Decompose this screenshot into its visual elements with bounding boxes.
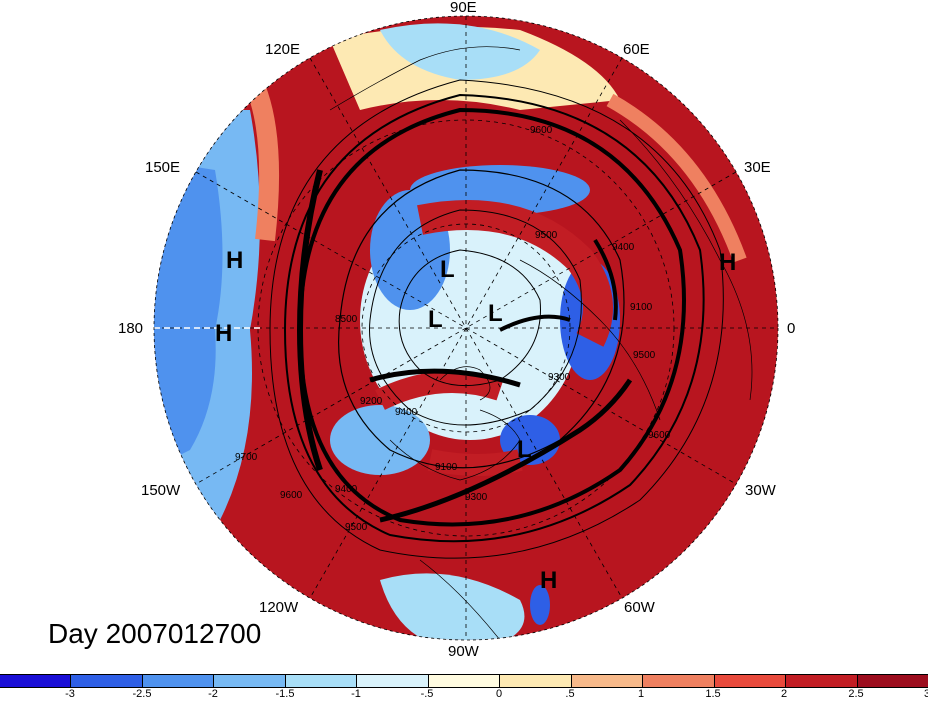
colorbar-segment <box>71 675 143 687</box>
lon-label-180: 180 <box>118 320 144 337</box>
contour-label: 9400 <box>335 484 358 495</box>
contour-outer-thick <box>297 107 686 527</box>
colorbar-tick-label: 1 <box>637 688 645 700</box>
coastline-africa <box>619 119 753 401</box>
colorbar-tick-label: 3 <box>923 688 928 700</box>
graticule <box>154 16 778 640</box>
colorbar-segment <box>714 675 787 687</box>
anomaly-field <box>154 16 778 640</box>
colorbar-tick-label: 2.5 <box>848 688 864 700</box>
coastline-greenland <box>439 366 491 401</box>
colorbar-tick-label: 1.5 <box>705 688 721 700</box>
colorbar-segment <box>643 675 715 687</box>
lon-label-150e: 150E <box>145 159 181 176</box>
date-title: Day 2007012700 <box>48 618 262 649</box>
colorbar-segment <box>500 675 572 687</box>
lon-label-120e: 120E <box>265 41 301 58</box>
height-contours <box>269 79 724 559</box>
contour-label: 9600 <box>280 490 303 501</box>
lon-label-120w: 120W <box>259 599 299 616</box>
coastlines <box>329 46 753 640</box>
contour-label: 9600 <box>530 125 553 136</box>
anomaly-positive-arc-2 <box>375 371 504 410</box>
colorbar-tick-label: .5 <box>565 688 575 700</box>
high-pressure-marker: H <box>226 247 244 274</box>
contour-inner-1 <box>337 169 625 469</box>
contour-label: 9200 <box>360 396 383 407</box>
colorbar <box>0 674 928 688</box>
contour-label: 9600 <box>648 430 671 441</box>
lon-label-30e: 30E <box>744 159 771 176</box>
lon-label-60w: 60W <box>624 599 655 616</box>
anomaly-positive-arc-1 <box>417 200 613 347</box>
contour-label: 9700 <box>235 452 258 463</box>
contour-label: 9400 <box>612 242 635 253</box>
low-pressure-marker: L <box>440 256 455 283</box>
contour-outer <box>283 93 705 543</box>
contour-inner-2 <box>369 209 582 426</box>
low-pressure-marker: L <box>428 306 443 333</box>
lon-label-90e: 90E <box>450 0 477 16</box>
anomaly-siberia-negative <box>380 23 540 80</box>
jet-contour-center <box>369 368 521 388</box>
colorbar-segment <box>357 675 429 687</box>
anomaly-negative-5 <box>330 405 430 475</box>
coastline-asia <box>329 46 521 111</box>
lon-label-150w: 150W <box>141 482 181 499</box>
jet-contour-europe <box>593 238 618 321</box>
colorbar-tick-label: -2.5 <box>132 688 152 700</box>
anomaly-negative-south <box>530 585 550 625</box>
contour-label: 9300 <box>548 372 571 383</box>
colorbar-tick-label: -1 <box>351 688 361 700</box>
lon-label-90w: 90W <box>448 643 479 660</box>
coastline-south-america <box>419 559 501 640</box>
lon-label-30w: 30W <box>745 482 776 499</box>
anomaly-positive-arc-3 <box>427 449 523 476</box>
colorbar-tick-label: -3 <box>65 688 75 700</box>
jet-contour-south <box>379 378 633 523</box>
jet-contour-pacific <box>296 169 323 471</box>
colorbar-segment <box>571 675 644 687</box>
colorbar-tick-label: 2 <box>780 688 788 700</box>
polar-map: 9600 9500 9400 9100 9500 8500 9200 9300 … <box>153 15 779 641</box>
jet-contour-east <box>499 314 571 332</box>
colorbar-tick-label: -2 <box>208 688 218 700</box>
contour-label: 9100 <box>630 302 653 313</box>
high-pressure-marker: H <box>540 567 558 594</box>
contour-label: 9300 <box>465 492 488 503</box>
anomaly-south-america <box>380 573 525 640</box>
colorbar-tick-label: 0 <box>495 688 503 700</box>
high-pressure-marker: H <box>719 249 737 276</box>
contour-label: 8500 <box>335 314 358 325</box>
lon-label-0: 0 <box>787 320 796 337</box>
colorbar-segment <box>285 675 358 687</box>
contour-labels: 9600 9500 9400 9100 9500 8500 9200 9300 … <box>235 125 671 533</box>
coastline-north-america <box>389 409 521 481</box>
colorbar-tick-label: -.5 <box>420 688 434 700</box>
colorbar-segment <box>142 675 215 687</box>
colorbar-segment <box>214 675 286 687</box>
high-pressure-marker: H <box>215 320 233 347</box>
anomaly-europe-edge <box>606 93 747 263</box>
low-pressure-marker: L <box>517 436 532 463</box>
colorbar-segment <box>786 675 858 687</box>
colorbar-segment <box>428 675 501 687</box>
low-pressure-marker: L <box>488 300 503 327</box>
map-boundary <box>153 15 779 641</box>
lon-label-60e: 60E <box>623 41 650 58</box>
coastline-europe <box>519 259 661 421</box>
contour-outer-2 <box>269 79 724 559</box>
contour-label: 9400 <box>395 407 418 418</box>
contour-label: 9500 <box>633 350 656 361</box>
contour-label: 9500 <box>535 230 558 241</box>
anomaly-strong-negative-west <box>154 160 223 470</box>
colorbar-segment <box>857 675 928 687</box>
contour-label: 9100 <box>435 462 458 473</box>
latitude-circle-inner <box>361 223 571 433</box>
latitude-circle-middle <box>257 119 675 537</box>
colorbar-segment <box>0 675 72 687</box>
contour-label: 9500 <box>345 522 368 533</box>
colorbar-tick-label: -1.5 <box>275 688 295 700</box>
